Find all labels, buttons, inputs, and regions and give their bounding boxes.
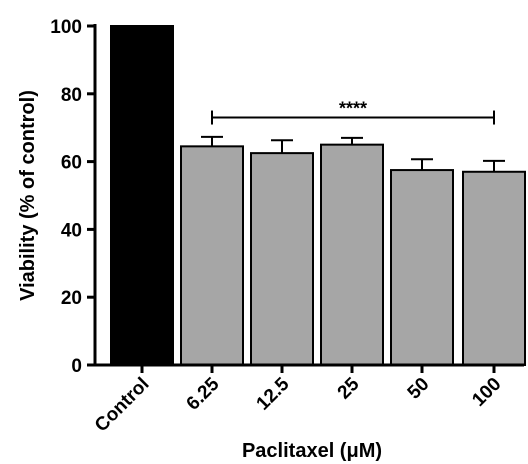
- significance-label: ****: [339, 99, 367, 119]
- y-tick-label: 40: [61, 220, 82, 241]
- y-tick-label: 100: [50, 17, 82, 38]
- x-tick-label: Control: [91, 374, 154, 437]
- y-axis-label: Viability (% of control): [17, 90, 39, 301]
- y-tick-label: 0: [71, 356, 82, 377]
- significance-bracket: ****: [211, 99, 495, 125]
- y-tick-label: 20: [61, 288, 82, 309]
- bar-Control: [110, 25, 174, 366]
- error-bars-group: [201, 135, 505, 172]
- bar-12.5: [250, 152, 314, 366]
- bars-group: [110, 25, 526, 366]
- bar-25: [320, 143, 384, 366]
- y-ticks-group: 0 20 40 60 80 100: [50, 17, 95, 377]
- bar-100: [462, 170, 526, 366]
- bar-6.25: [180, 145, 244, 366]
- axes-group: [93, 24, 524, 367]
- x-tick-label: 6.25: [183, 373, 224, 414]
- x-ticks-group: Control 6.25 12.5 25 50 100: [91, 365, 506, 436]
- x-tick-label: 50: [404, 374, 434, 404]
- x-axis-label: Paclitaxel (μM): [242, 440, 382, 462]
- y-tick-label: 60: [61, 153, 82, 174]
- bar-50: [390, 169, 454, 366]
- y-tick-label: 80: [61, 85, 82, 106]
- x-tick-label: 100: [468, 374, 505, 411]
- x-tick-label: 25: [334, 373, 364, 403]
- x-tick-label: 12.5: [253, 373, 294, 414]
